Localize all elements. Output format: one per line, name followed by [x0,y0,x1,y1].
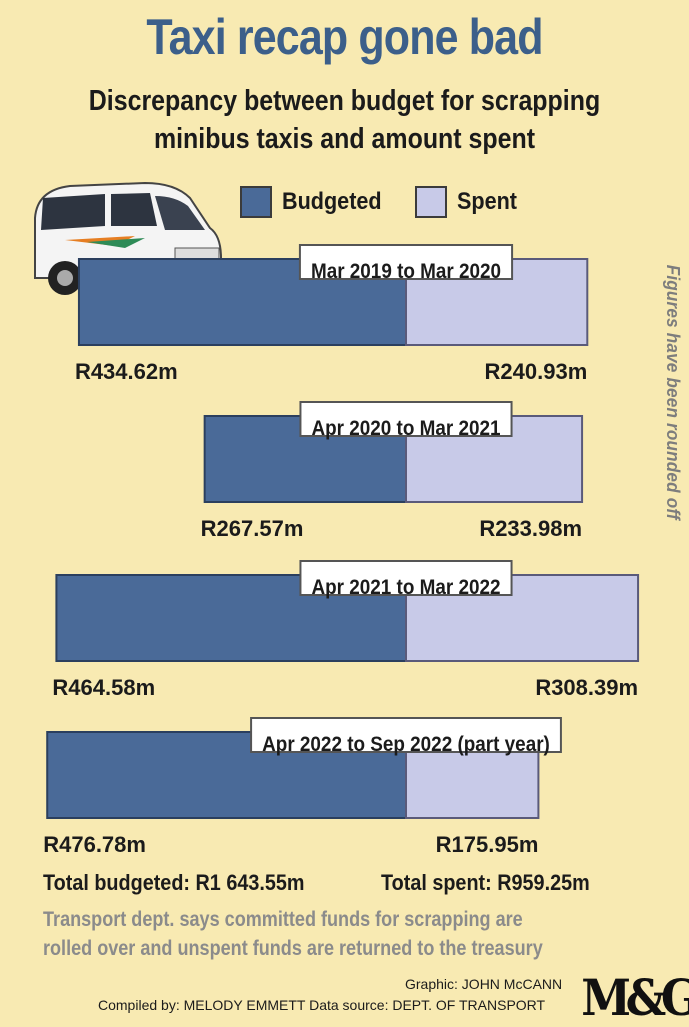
legend-swatch-budgeted [240,186,272,218]
value-label-budgeted: R476.78m [43,832,146,857]
period-label-box [298,244,514,280]
value-label-budgeted: R464.58m [52,675,155,700]
period-label: Apr 2022 to Sep 2022 (part year) [262,733,550,756]
legend-label-spent: Spent [456,188,517,215]
compiled-credit: Compiled by: MELODY EMMETT Data source: … [98,997,546,1013]
period-label: Apr 2021 to Mar 2022 [311,576,500,599]
subtitle-line-1: Discrepancy between budget for scrapping [88,85,601,117]
value-label-spent: R233.98m [479,516,582,541]
value-label-budgeted: R267.57m [201,516,304,541]
chart-subtitle: Discrepancy between budget for scrapping… [48,82,641,158]
value-label-spent: R240.93m [485,359,588,384]
chart-title: Taxi recap gone bad [146,9,543,65]
value-label-budgeted: R434.62m [75,359,178,384]
mg-logo: M&G [581,968,689,1027]
period-label-box [299,560,513,596]
value-label-spent: R308.39m [535,675,638,700]
legend-label-budgeted: Budgeted [282,188,382,215]
legend: Budgeted Spent [240,186,545,218]
period-label: Mar 2019 to Mar 2020 [311,260,501,283]
legend-swatch-spent [414,186,447,218]
transport-dept-note: Transport dept. says committed funds for… [43,908,543,960]
rounding-note: Figures have been rounded off [663,264,683,520]
period-label-box [299,401,513,437]
total-budgeted: Total budgeted: R1 643.55m [43,870,305,895]
period-label-box [250,717,562,753]
value-label-spent: R175.95m [436,832,539,857]
period-label: Apr 2020 to Mar 2021 [311,417,500,440]
subtitle-line-2: minibus taxis and amount spent [153,123,536,155]
graphic-credit: Graphic: JOHN McCANN [405,976,563,992]
total-spent: Total spent: R959.25m [381,870,590,895]
